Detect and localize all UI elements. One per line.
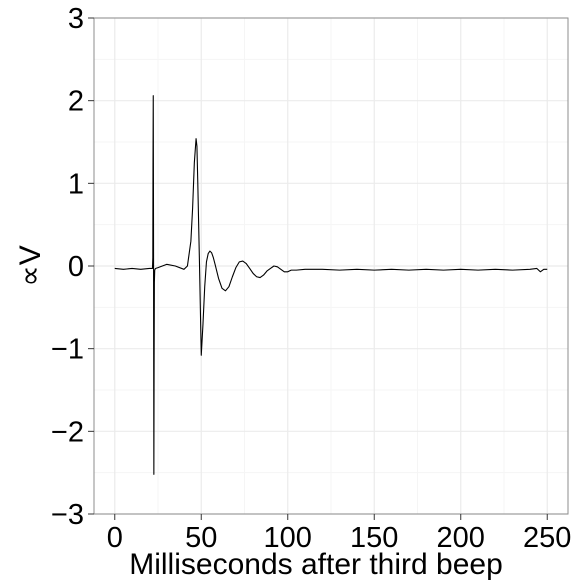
x-axis: 0 50 100 150 200 250 [107, 514, 571, 554]
y-axis-title: ∝V [14, 245, 47, 286]
x-tick-label: 200 [437, 522, 485, 554]
y-axis: −3 −2 −1 0 1 2 3 [51, 3, 94, 531]
y-tick-label: 0 [68, 251, 84, 283]
x-axis-title: Milliseconds after third beep [129, 548, 503, 581]
x-tick-label: 0 [107, 522, 123, 554]
series-layer [114, 95, 548, 475]
x-tick-label: 50 [185, 522, 217, 554]
x-tick-label: 250 [523, 522, 571, 554]
x-tick-label: 150 [350, 522, 398, 554]
y-tick-label: 2 [68, 86, 84, 118]
y-tick-label: −2 [51, 416, 84, 448]
y-tick-label: 1 [68, 168, 84, 200]
y-tick-label: −3 [51, 499, 84, 531]
y-tick-label: 3 [68, 3, 84, 35]
y-tick-label: −1 [51, 334, 84, 366]
series-line-0 [114, 95, 548, 475]
x-tick-label: 100 [264, 522, 312, 554]
